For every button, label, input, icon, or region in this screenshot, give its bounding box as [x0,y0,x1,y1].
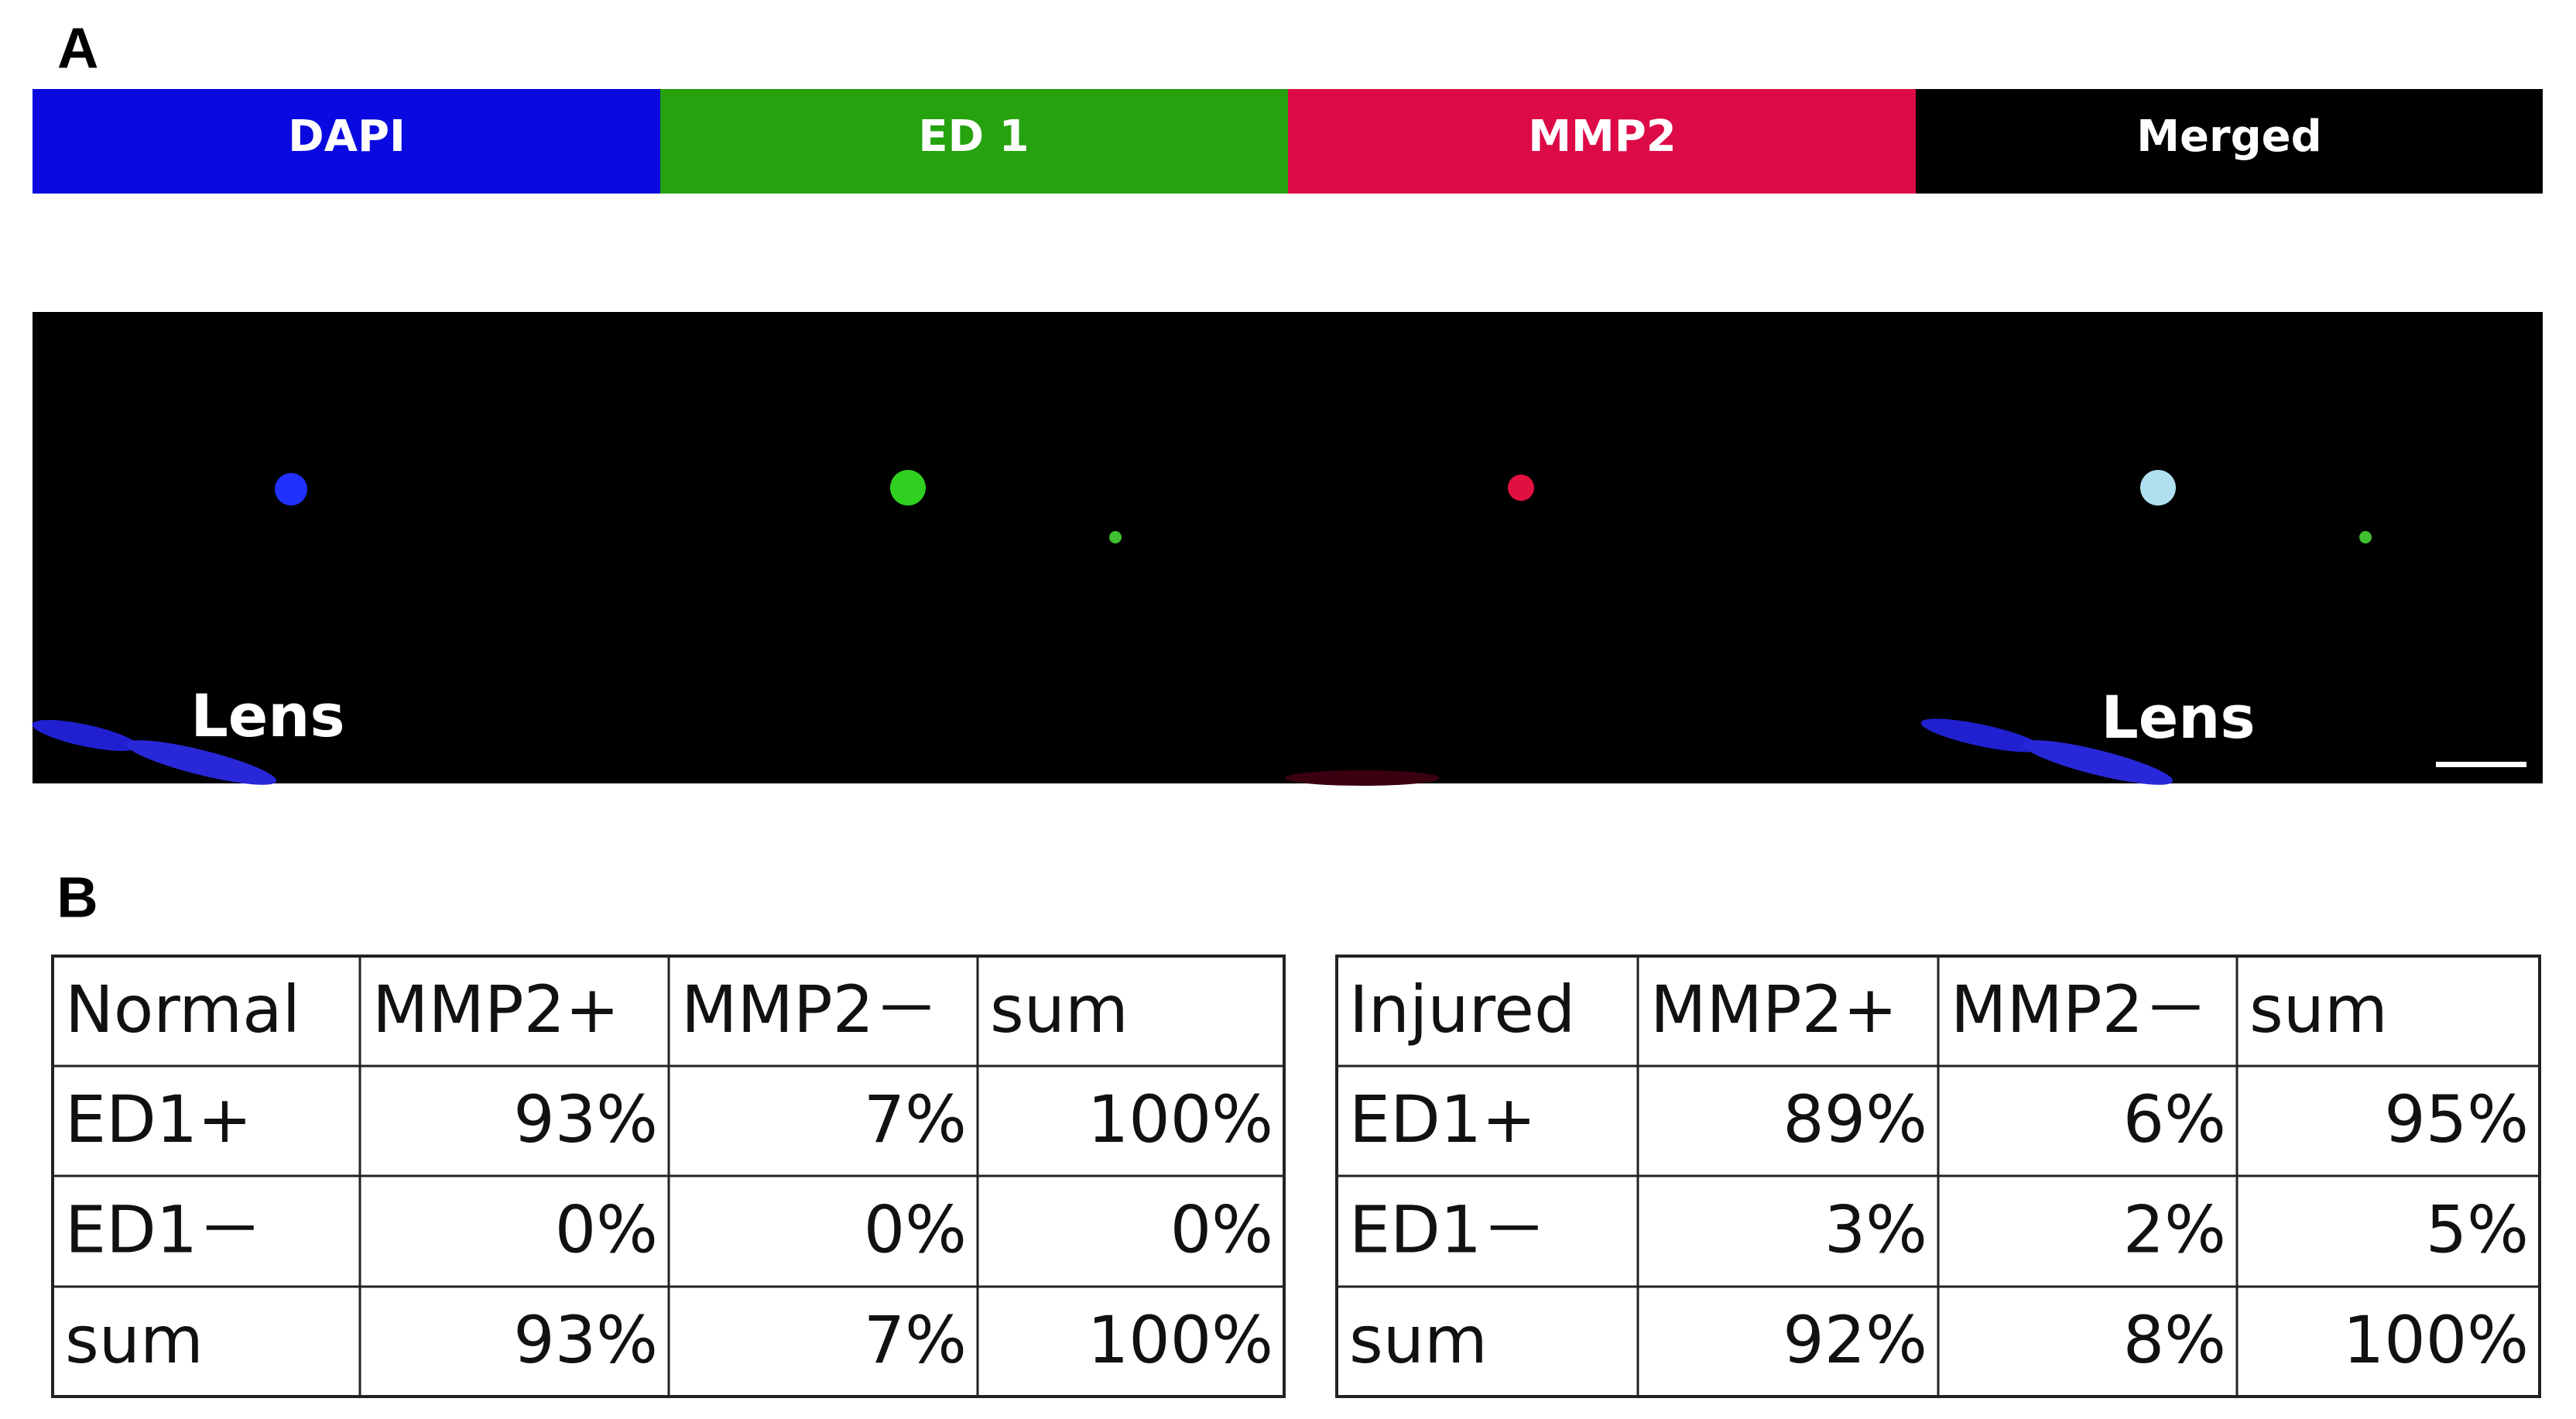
lens-label: Lens [190,681,344,750]
channel-name: MMP2 [1528,111,1676,162]
panel-label: B [57,865,98,930]
table-cell: 5% [2426,1191,2529,1267]
table-cell: sum [2249,972,2388,1047]
table-cell: Injured [1349,972,1575,1047]
table-cell: 100% [1088,1302,1273,1378]
table-cell: 8% [2123,1302,2226,1378]
micrograph [33,312,2543,783]
table-cell: ED1+ [1349,1081,1536,1157]
table-cell: 7% [864,1081,967,1157]
table-cell: Normal [65,972,300,1047]
table-cell: MMP2－ [1951,972,2208,1047]
table-cell: 93% [513,1302,658,1378]
table-cell: 89% [1783,1081,1927,1157]
table-cell: sum [990,972,1129,1047]
cell-layer [32,470,2372,786]
table-cell: 95% [2384,1081,2529,1157]
table-cell: 0% [555,1191,658,1267]
table-cell: 92% [1783,1302,1927,1378]
scale-bar [2436,762,2526,767]
table-cell: sum [65,1302,204,1378]
table-cell: 2% [2123,1191,2226,1267]
table-cell: MMP2－ [681,972,939,1047]
table-cell: MMP2+ [1650,972,1897,1047]
channel-header [33,89,660,194]
channel-header [660,89,1288,194]
table-cell: ED1+ [65,1081,252,1157]
table-cell: 3% [1824,1191,1927,1267]
table-cell: 6% [2123,1081,2226,1157]
table-cell: MMP2+ [372,972,619,1047]
table-cell: 0% [864,1191,967,1267]
channel-name: DAPI [288,111,406,162]
channel-name: Merged [2136,111,2321,162]
table-cell: 100% [2343,1302,2529,1378]
table-cell: sum [1349,1302,1488,1378]
tables: Normal MMP2+ MMP2－ sum ED1+ 93% 7% 100% ED1－ 0% 0%… [51,955,2541,1398]
panel-label: A [57,16,98,81]
table-cell: 100% [1088,1081,1273,1157]
table-cell: ED1－ [1349,1191,1547,1267]
table-cell: 0% [1170,1191,1273,1267]
channel-header [1288,89,1916,194]
channel-name: ED 1 [918,111,1029,162]
table-cell: 93% [513,1081,658,1157]
channel-header [1916,89,2543,194]
lens-label: Lens [2101,683,2255,752]
table-cell: ED1－ [65,1191,262,1267]
table-cell: 7% [864,1302,967,1378]
